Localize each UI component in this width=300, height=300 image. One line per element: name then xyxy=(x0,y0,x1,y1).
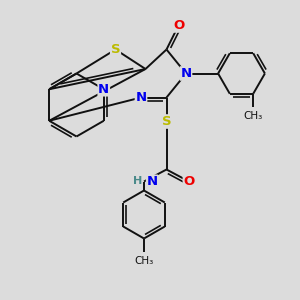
Text: S: S xyxy=(111,43,120,56)
Text: N: N xyxy=(98,83,109,96)
Text: O: O xyxy=(183,175,195,188)
Text: O: O xyxy=(173,19,184,32)
Text: N: N xyxy=(146,175,158,188)
Text: CH₃: CH₃ xyxy=(134,256,154,266)
Text: N: N xyxy=(180,67,192,80)
Text: H: H xyxy=(133,176,142,187)
Text: CH₃: CH₃ xyxy=(244,111,263,121)
Text: S: S xyxy=(162,115,171,128)
Text: N: N xyxy=(135,91,147,104)
